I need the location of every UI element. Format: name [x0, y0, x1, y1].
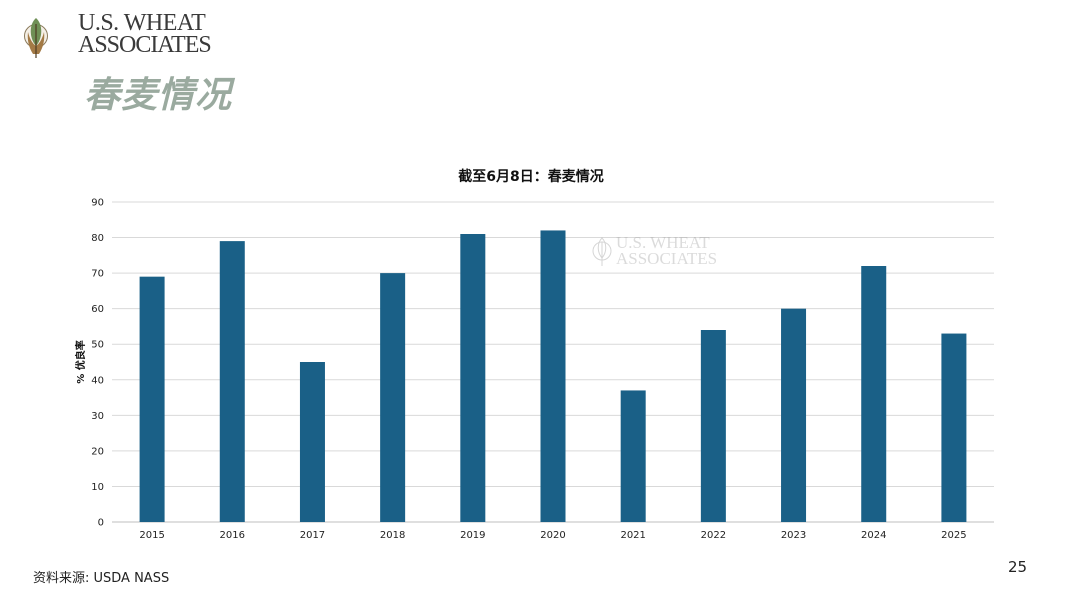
- logo-line-1: U.S. WHEAT: [78, 10, 206, 36]
- usw-logo: U.S. WHEAT ASSOCIATES: [24, 10, 214, 62]
- y-tick-label: 0: [98, 518, 104, 529]
- y-axis-label: % 优良率: [74, 340, 87, 384]
- bar-2015: [139, 276, 165, 522]
- y-tick-label: 70: [91, 269, 104, 280]
- bar-2016: [219, 241, 245, 522]
- watermark-line-2: ASSOCIATES: [616, 249, 718, 268]
- bar-2017: [299, 362, 325, 522]
- x-tick-label: 2015: [139, 530, 164, 541]
- y-tick-label: 60: [91, 304, 104, 315]
- x-tick-label: 2025: [941, 530, 966, 541]
- x-tick-label: 2020: [540, 530, 565, 541]
- bar-2019: [460, 234, 486, 522]
- bar-2021: [620, 390, 646, 522]
- y-tick-label: 50: [91, 340, 104, 351]
- slide-title: 春麦情况: [84, 75, 233, 116]
- watermark: U.S. WHEAT ASSOCIATES: [592, 234, 742, 270]
- y-tick-label: 90: [91, 198, 104, 209]
- bar-2025: [941, 333, 967, 522]
- y-tick-label: 20: [91, 446, 104, 457]
- bar-2024: [861, 266, 887, 522]
- x-tick-label: 2024: [861, 530, 886, 541]
- source-note: 资料来源: USDA NASS: [33, 571, 170, 586]
- x-tick-label: 2018: [380, 530, 405, 541]
- wheat-logo-icon: [24, 18, 48, 58]
- bar-2020: [540, 230, 566, 522]
- chart-title: 截至6月8日：春麦情况: [458, 168, 603, 185]
- y-tick-label: 10: [91, 482, 104, 493]
- bar-2023: [781, 308, 807, 522]
- page-number: 25: [1008, 558, 1028, 576]
- y-tick-label: 80: [91, 233, 104, 244]
- logo-line-2: ASSOCIATES: [78, 32, 212, 58]
- x-tick-label: 2016: [220, 530, 245, 541]
- bar-2018: [380, 273, 406, 522]
- x-tick-label: 2021: [620, 530, 645, 541]
- wheat-watermark-icon: [592, 237, 612, 266]
- y-tick-label: 30: [91, 411, 104, 422]
- watermark-line-1: U.S. WHEAT: [616, 233, 710, 252]
- y-tick-label: 40: [91, 375, 104, 386]
- bar-2022: [700, 330, 726, 522]
- x-tick-label: 2019: [460, 530, 485, 541]
- x-tick-label: 2017: [300, 530, 325, 541]
- x-tick-label: 2022: [701, 530, 726, 541]
- x-tick-label: 2023: [781, 530, 806, 541]
